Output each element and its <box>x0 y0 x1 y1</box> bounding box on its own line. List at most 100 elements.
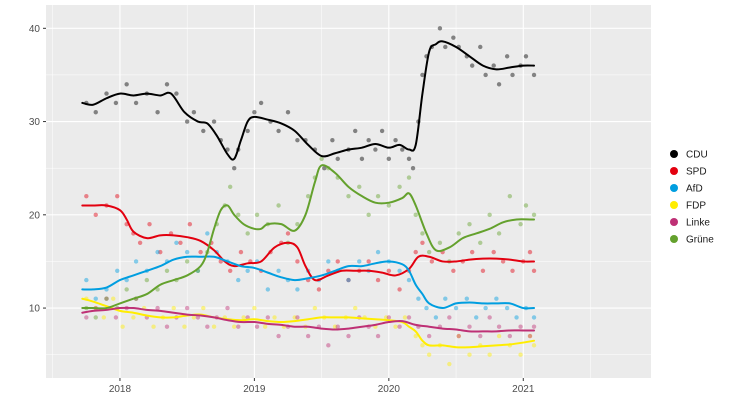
poll-point <box>467 221 472 227</box>
poll-point <box>104 91 109 96</box>
poll-point <box>531 212 537 218</box>
poll-point <box>353 305 358 311</box>
poll-point <box>285 231 291 236</box>
poll-point <box>184 259 190 264</box>
poll-point <box>236 324 241 329</box>
poll-point <box>164 324 170 329</box>
poll-point <box>174 240 179 245</box>
poll-point <box>469 63 475 68</box>
poll-point <box>393 138 398 143</box>
poll-point <box>397 268 402 273</box>
poll-point <box>456 333 461 339</box>
poll-point <box>187 221 193 227</box>
poll-point <box>272 315 277 320</box>
x-tick-label: 2019 <box>243 384 266 395</box>
poll-point <box>420 240 425 245</box>
poll-point <box>451 35 456 40</box>
poll-point <box>335 259 340 264</box>
poll-point <box>507 193 513 199</box>
poll-point <box>406 277 412 283</box>
poll-point <box>276 333 281 339</box>
poll-point <box>487 212 492 218</box>
poll-point <box>375 333 381 339</box>
poll-point <box>500 259 506 264</box>
poll-point <box>518 221 523 227</box>
poll-point <box>357 259 362 264</box>
poll-point <box>93 212 98 218</box>
poll-point <box>155 305 160 311</box>
trend-line-linke <box>81 306 536 333</box>
poll-point <box>518 324 523 329</box>
poll-point <box>305 193 311 199</box>
poll-point <box>527 333 533 339</box>
poll-point <box>531 268 537 273</box>
poll-point <box>155 110 160 115</box>
poll-point <box>433 315 439 320</box>
poll-point <box>424 305 429 311</box>
poll-point <box>491 63 496 68</box>
legend-label: SPD <box>686 167 707 178</box>
poll-point <box>258 100 264 106</box>
poll-point <box>531 324 537 329</box>
poll-point <box>386 203 392 208</box>
y-tick-label: 30 <box>29 117 41 128</box>
poll-point <box>483 72 488 78</box>
poll-point <box>211 119 217 124</box>
poll-point <box>245 231 250 236</box>
y-tick-label: 20 <box>29 210 41 221</box>
poll-point <box>413 212 418 218</box>
legend-label: FDP <box>686 201 706 212</box>
poll-point <box>164 82 170 87</box>
poll-point <box>93 296 98 301</box>
poll-point <box>487 352 492 357</box>
poll-point <box>133 100 139 106</box>
poll-point <box>182 324 187 329</box>
poll-point <box>400 147 405 152</box>
poll-point <box>322 165 327 171</box>
poll-point <box>496 324 502 329</box>
poll-point <box>144 277 150 283</box>
poll-point <box>346 277 351 283</box>
poll-point <box>406 315 412 320</box>
poll-point <box>480 268 486 273</box>
poll-point <box>319 156 324 162</box>
poll-point <box>447 361 452 367</box>
poll-point <box>523 54 529 59</box>
poll-point <box>316 287 322 292</box>
poll-point <box>402 315 408 320</box>
poll-point <box>397 184 402 190</box>
poll-point <box>531 72 537 78</box>
legend-key-afd <box>670 184 678 192</box>
legend-key-cdu <box>670 150 678 158</box>
trend-line-fdp <box>81 297 536 349</box>
poll-point <box>510 268 515 273</box>
poll-point <box>467 324 472 329</box>
poll-point <box>120 324 125 329</box>
poll-point <box>397 287 402 292</box>
poll-point <box>504 54 510 59</box>
poll-point <box>111 296 116 301</box>
poll-point <box>174 91 179 96</box>
poll-point <box>205 324 210 329</box>
trend-line-spd <box>81 204 536 282</box>
trend-line-grüne <box>81 164 536 310</box>
poll-point <box>504 305 510 311</box>
legend-label: AfD <box>686 184 703 195</box>
poll-point <box>518 352 523 357</box>
x-tick-label: 2020 <box>378 384 401 395</box>
poll-point <box>124 82 129 87</box>
poll-point <box>406 175 412 180</box>
poll-point <box>93 110 98 115</box>
poll-point <box>218 259 223 264</box>
poll-point <box>245 128 250 134</box>
y-tick-label: 10 <box>29 304 41 315</box>
poll-point <box>115 268 120 273</box>
poll-point <box>346 193 351 199</box>
poll-point <box>393 324 398 329</box>
poll-point <box>416 296 421 301</box>
poll-point <box>420 231 425 236</box>
poll-point <box>386 268 392 273</box>
poll-point <box>265 287 271 292</box>
poll-point <box>236 277 241 283</box>
